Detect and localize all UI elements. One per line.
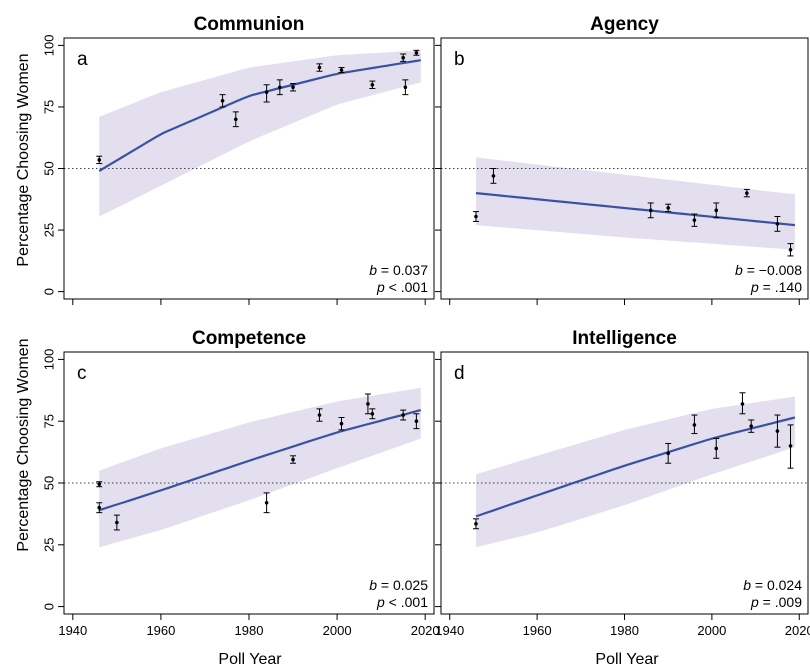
data-point bbox=[666, 451, 670, 456]
y-tick-label: 75 bbox=[41, 414, 56, 428]
x-tick-label: 1980 bbox=[235, 623, 264, 638]
fit-line bbox=[98, 409, 422, 512]
data-point bbox=[401, 413, 405, 417]
y-tick-label: 25 bbox=[41, 223, 56, 237]
y-tick-label: 100 bbox=[41, 35, 56, 57]
p-value-stat: p < .001 bbox=[376, 594, 428, 610]
x-axis-label-right: Poll Year bbox=[595, 651, 659, 668]
y-tick-label: 50 bbox=[41, 161, 56, 175]
data-point bbox=[414, 419, 419, 424]
data-point bbox=[366, 402, 370, 406]
panel-title: Intelligence bbox=[572, 328, 677, 349]
slope-stat: b = 0.024 bbox=[743, 577, 802, 593]
data-point bbox=[317, 65, 322, 70]
y-tick-label: 0 bbox=[41, 603, 56, 610]
data-point bbox=[370, 411, 375, 416]
data-point bbox=[666, 206, 670, 210]
confidence-band bbox=[476, 396, 795, 548]
panel-d: 1940 1960 1980 2000 2020 Intelligence d b = 0.0… bbox=[435, 328, 810, 638]
data-point bbox=[97, 158, 102, 162]
p-value-stat: p = .140 bbox=[750, 279, 802, 295]
x-tick-label: 2000 bbox=[697, 623, 726, 638]
data-point bbox=[714, 208, 719, 213]
data-point bbox=[474, 521, 478, 526]
panel-title: Communion bbox=[194, 14, 305, 35]
data-point bbox=[264, 90, 269, 94]
y-axis-label-top: Percentage Choosing Women bbox=[15, 53, 32, 266]
panel-letter: c bbox=[77, 363, 87, 384]
data-point bbox=[264, 500, 269, 505]
confidence-band bbox=[476, 157, 795, 250]
p-value-stat: p = .009 bbox=[750, 594, 802, 610]
x-tick-label: 2020 bbox=[785, 623, 810, 638]
data-point bbox=[788, 444, 793, 448]
data-point bbox=[339, 421, 344, 426]
x-tick-label: 1940 bbox=[58, 623, 87, 638]
confidence-band bbox=[99, 387, 421, 548]
data-point bbox=[278, 85, 282, 90]
panel-c: 0 25 50 75 100 1940 1960 1980 2000 2020 Competence… bbox=[41, 328, 439, 638]
data-point bbox=[692, 218, 697, 223]
panel-letter: d bbox=[454, 363, 465, 384]
data-point bbox=[414, 50, 419, 55]
data-point bbox=[97, 482, 102, 487]
data-point bbox=[692, 423, 697, 427]
x-tick-label: 2020 bbox=[411, 623, 440, 638]
slope-stat: b = −0.008 bbox=[735, 262, 802, 278]
slope-stat: b = 0.037 bbox=[369, 262, 428, 278]
y-tick-label: 25 bbox=[41, 538, 56, 552]
fit-line bbox=[98, 59, 421, 172]
p-value-stat: p < .001 bbox=[376, 279, 428, 295]
x-axis-label-left: Poll Year bbox=[218, 651, 282, 668]
fit-line bbox=[475, 416, 796, 518]
y-tick-label: 0 bbox=[41, 288, 56, 295]
data-point bbox=[317, 413, 322, 417]
x-tick-label: 1940 bbox=[435, 623, 464, 638]
panel-title: Competence bbox=[192, 328, 306, 349]
x-tick-label: 2000 bbox=[323, 623, 352, 638]
x-tick-label: 1980 bbox=[610, 623, 639, 638]
data-point bbox=[775, 222, 780, 226]
data-point bbox=[749, 424, 754, 428]
confidence-band bbox=[99, 50, 421, 217]
data-point bbox=[491, 174, 496, 178]
y-axis-label-bottom: Percentage Choosing Women bbox=[15, 338, 32, 551]
data-point bbox=[648, 208, 653, 213]
y-tick-label: 75 bbox=[41, 100, 56, 114]
data-point bbox=[220, 98, 225, 103]
y-tick-label: 100 bbox=[41, 349, 56, 371]
data-point bbox=[403, 85, 408, 90]
panel-title: Agency bbox=[590, 14, 659, 35]
panel-letter: b bbox=[454, 49, 465, 70]
x-tick-label: 1960 bbox=[523, 623, 552, 638]
data-point bbox=[339, 68, 344, 72]
data-point bbox=[370, 82, 375, 87]
data-point bbox=[401, 55, 405, 60]
data-point bbox=[740, 402, 745, 406]
slope-stat: b = 0.025 bbox=[369, 577, 428, 593]
data-point bbox=[775, 429, 780, 433]
data-point bbox=[233, 117, 238, 122]
data-point bbox=[788, 247, 793, 252]
data-point bbox=[291, 457, 295, 462]
data-point bbox=[115, 520, 119, 525]
data-point bbox=[97, 505, 102, 510]
data-point bbox=[745, 191, 749, 195]
y-tick-label: 50 bbox=[41, 476, 56, 490]
data-point bbox=[714, 446, 719, 451]
fit-line bbox=[475, 192, 796, 227]
panel-letter: a bbox=[77, 49, 88, 70]
x-tick-label: 1960 bbox=[146, 623, 175, 638]
data-point bbox=[474, 214, 478, 219]
data-point bbox=[291, 85, 295, 90]
